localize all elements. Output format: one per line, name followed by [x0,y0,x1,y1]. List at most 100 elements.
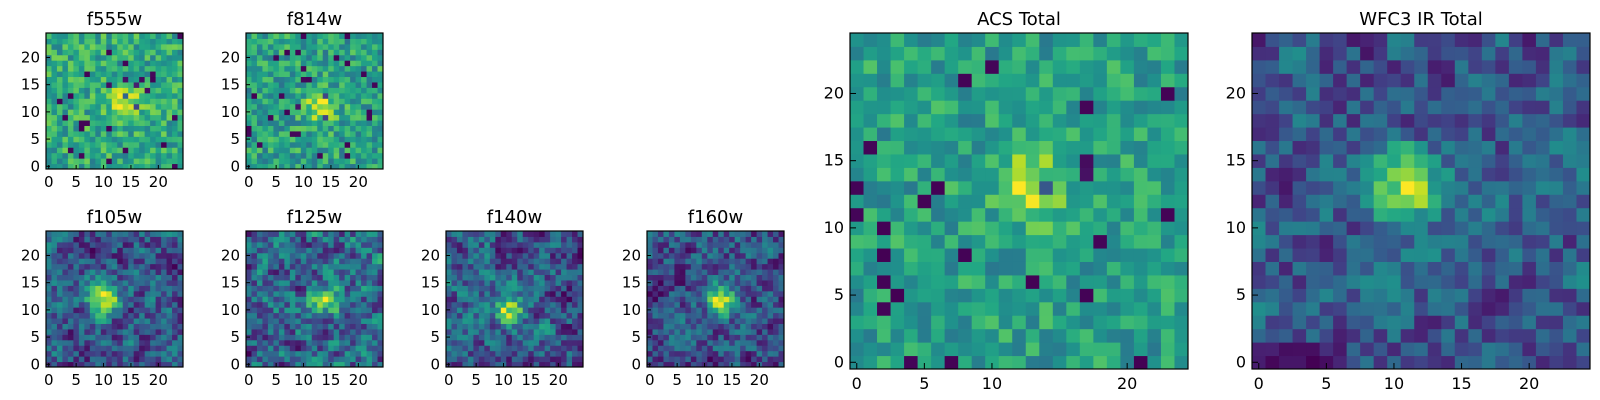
heatmap-cell [1079,180,1094,195]
heatmap-cell [133,71,140,78]
heatmap-cell [172,43,179,50]
heatmap-cell [306,152,313,159]
heatmap-cell [456,307,463,314]
heatmap-cell [1093,113,1108,128]
heatmap-cell [917,288,932,303]
heatmap-cell [100,141,107,148]
heatmap-cell [1535,207,1550,222]
heatmap-cell [289,130,296,137]
heatmap-cell [495,350,502,357]
heatmap-cell [372,290,379,297]
heatmap-cell [51,328,58,335]
heatmap-cell [1333,274,1348,289]
heatmap-cell [67,328,74,335]
heatmap-cell [166,87,173,94]
heatmap-cell [740,296,747,303]
heatmap-cell [256,339,263,346]
heatmap-cell [78,269,85,276]
heatmap-cell [355,328,362,335]
heatmap-cell [544,361,551,368]
heatmap-cell [128,38,135,45]
heatmap-cell [985,194,1000,209]
heatmap-cell [517,252,524,259]
heatmap-cell [577,361,584,368]
heatmap-cell [1252,194,1267,209]
heatmap-cell [311,290,318,297]
heatmap-cell [51,231,58,237]
heatmap-cell [333,231,340,237]
heatmap-cell [306,231,313,237]
heatmap-cell [317,65,324,72]
heatmap-cell [56,328,63,335]
heatmap-cell [56,65,63,72]
heatmap-cell [1012,207,1027,222]
heatmap-cell [1576,288,1591,303]
heatmap-cell [155,103,162,110]
heatmap-cell [1106,140,1121,155]
heatmap-cell [306,92,313,99]
heatmap-cell [166,163,173,170]
heatmap-cell [284,252,291,259]
heatmap-cell [1079,221,1094,236]
heatmap-cell [1400,261,1415,276]
heatmap-cell [84,285,91,292]
heatmap-cell [128,241,135,248]
heatmap-cell [944,207,959,222]
heatmap-cell [78,350,85,357]
heatmap-cell [155,33,162,39]
heatmap-cell [1012,113,1027,128]
heatmap-cell [128,152,135,159]
heatmap-cell [306,103,313,110]
heatmap-cell [511,301,518,308]
heatmap-cell [1292,315,1307,330]
heatmap-cell [751,307,758,314]
heatmap-cell [1012,234,1027,249]
heatmap-cell [1265,355,1280,370]
heatmap-cell [62,328,69,335]
heatmap-cell [877,86,892,101]
heatmap-cell [931,73,946,88]
heatmap-cell [122,65,129,72]
heatmap-cell [674,274,681,281]
heatmap-cell [663,231,670,237]
heatmap-cell [166,130,173,137]
heatmap-cell [366,103,373,110]
heatmap-cell [511,274,518,281]
heatmap-cell [1012,167,1027,182]
heatmap-cell [278,296,285,303]
heatmap-cell [122,141,129,148]
heatmap-cell [707,252,714,259]
heatmap-cell [322,120,329,126]
heatmap-cell [1319,355,1334,370]
heatmap-cell [56,339,63,346]
x-tick-label: 10 [94,371,113,389]
heatmap-cell [1174,180,1189,195]
heatmap-cell [712,247,719,254]
heatmap-cell [539,279,546,286]
heatmap-cell [890,274,905,289]
heatmap-cell [122,98,129,105]
heatmap-cell [256,76,263,83]
heatmap-cell [100,109,107,116]
heatmap-cell [100,33,107,39]
heatmap-cell [663,269,670,276]
heatmap-cell [117,98,124,105]
heatmap-cell [95,296,102,303]
heatmap-cell [251,356,258,363]
heatmap-cell [958,221,973,236]
heatmap-cell [767,241,774,248]
heatmap-cell [707,323,714,330]
heatmap-cell [377,231,384,237]
heatmap-cell [696,350,703,357]
heatmap-cell [1133,73,1148,88]
heatmap-cell [478,318,485,324]
heatmap-cell [317,92,324,99]
heatmap-cell [133,269,140,276]
heatmap-cell [46,356,52,363]
heatmap-cells [46,33,184,170]
heatmap-cell [366,263,373,270]
heatmap-cell [1481,140,1496,155]
heatmap-cell [56,301,63,308]
heatmap-cell [767,285,774,292]
heatmap-cell [484,361,491,368]
